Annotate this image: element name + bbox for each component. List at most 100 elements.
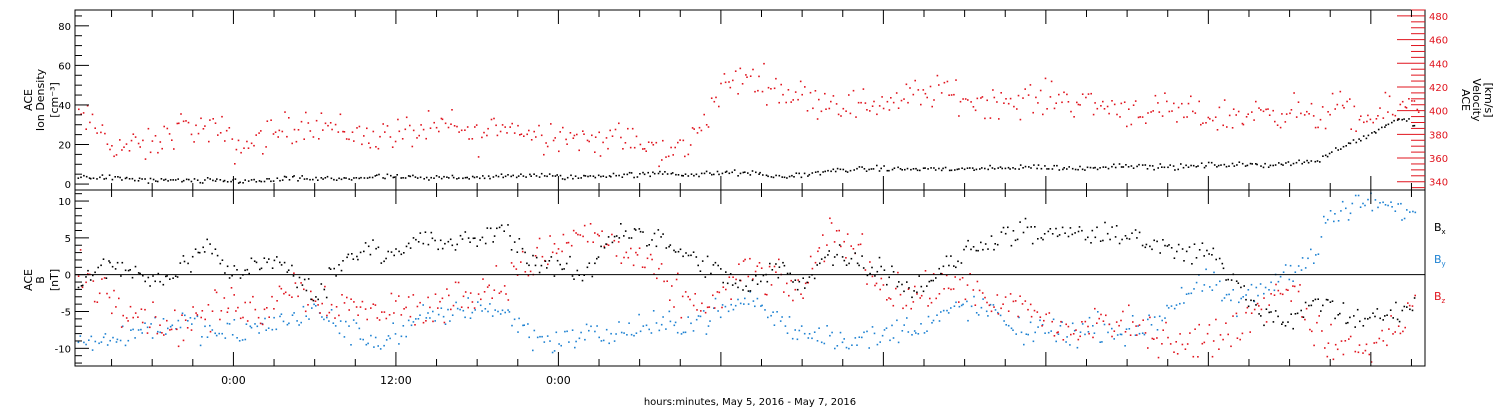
data-point-velocity <box>1349 98 1351 100</box>
data-point-By <box>313 303 315 306</box>
data-point-Bx <box>81 284 84 287</box>
data-point-velocity <box>852 89 855 92</box>
data-point-By <box>201 336 203 338</box>
data-point-Bz <box>938 293 941 295</box>
data-point-Bz <box>607 244 610 246</box>
data-point-density <box>1138 163 1140 166</box>
data-point-velocity <box>337 131 340 133</box>
data-point-Bz <box>1373 342 1375 344</box>
data-point-Bz <box>1411 305 1414 307</box>
data-point-By <box>1061 321 1063 323</box>
data-point-velocity <box>286 135 288 138</box>
data-point-density <box>535 175 538 177</box>
data-point-Bz <box>1253 308 1256 311</box>
data-point-By <box>580 331 582 334</box>
data-point-By <box>1211 289 1214 291</box>
series-velocity-points <box>78 62 1420 168</box>
data-point-By <box>920 323 922 325</box>
data-point-velocity <box>715 96 717 99</box>
data-point-Bx <box>699 270 702 272</box>
data-point-density <box>448 177 450 179</box>
data-point-density <box>1141 164 1144 166</box>
data-point-density <box>1377 128 1380 131</box>
data-point-density <box>258 180 261 182</box>
data-point-By <box>196 315 199 318</box>
data-point-Bx <box>886 283 888 286</box>
data-point-Bx <box>526 262 528 265</box>
data-point-density <box>682 175 684 177</box>
data-point-Bx <box>387 250 389 253</box>
data-point-Bx <box>111 265 114 268</box>
data-point-Bz <box>974 304 977 306</box>
data-point-Bx <box>892 271 895 273</box>
data-point-Bz <box>802 297 804 299</box>
data-point-Bx <box>390 251 393 253</box>
data-point-By <box>1073 329 1076 332</box>
data-point-velocity <box>1388 95 1391 98</box>
data-point-Bx <box>778 266 781 268</box>
data-point-Bx <box>493 235 496 237</box>
data-point-By <box>638 313 640 316</box>
data-point-density <box>1125 164 1127 166</box>
data-point-density <box>390 174 392 177</box>
data-point-Bx <box>751 279 754 282</box>
data-point-Bz <box>319 312 321 314</box>
data-point-density <box>419 176 422 179</box>
data-point-By <box>434 320 436 322</box>
data-point-velocity <box>749 75 752 77</box>
data-point-Bx <box>169 278 171 280</box>
data-point-By <box>1076 346 1079 349</box>
data-point-Bz <box>1021 303 1024 305</box>
data-point-Bz <box>450 308 452 311</box>
data-point-Bx <box>1277 315 1279 318</box>
data-point-Bx <box>657 229 660 231</box>
data-point-By <box>1088 316 1091 319</box>
data-point-By <box>856 344 858 346</box>
data-point-Bx <box>431 237 434 240</box>
data-point-density <box>517 175 520 177</box>
data-point-Bx <box>197 251 200 254</box>
data-point-Bz <box>1349 335 1352 338</box>
data-point-By <box>1179 302 1181 305</box>
data-point-density <box>1301 162 1303 165</box>
data-point-Bx <box>231 274 233 277</box>
data-point-Bz <box>427 296 429 299</box>
data-point-By <box>1116 334 1119 336</box>
data-point-Bz <box>601 230 603 232</box>
data-point-Bx <box>395 248 397 250</box>
data-point-density <box>749 174 752 176</box>
data-point-velocity <box>618 122 620 125</box>
data-point-By <box>1240 297 1242 300</box>
data-point-velocity <box>558 150 560 153</box>
data-point-velocity <box>1181 102 1183 105</box>
data-point-density <box>981 167 983 169</box>
data-point-By <box>273 316 275 319</box>
data-point-density <box>1092 167 1095 169</box>
data-point-Bz <box>617 241 620 243</box>
data-point-By <box>1320 236 1323 238</box>
data-point-velocity <box>369 146 372 149</box>
data-point-By <box>1307 257 1309 260</box>
data-point-Bz <box>1326 355 1329 358</box>
data-point-Bx <box>898 281 900 283</box>
data-point-density <box>666 173 669 175</box>
data-point-By <box>883 329 886 331</box>
data-point-Bx <box>970 248 972 251</box>
data-point-Bz <box>388 314 391 316</box>
data-point-Bz <box>1218 348 1220 350</box>
data-point-Bx <box>1312 300 1314 302</box>
data-point-By <box>699 315 702 318</box>
data-point-Bz <box>577 233 579 236</box>
data-point-By <box>199 344 202 347</box>
data-point-Bx <box>1403 305 1406 308</box>
data-point-velocity <box>1251 111 1253 113</box>
data-point-velocity <box>845 110 847 112</box>
data-point-By <box>484 308 487 310</box>
data-point-velocity <box>228 127 231 129</box>
data-point-velocity <box>1303 114 1306 116</box>
data-point-Bz <box>324 285 326 288</box>
data-point-density <box>382 177 384 179</box>
data-point-Bz <box>959 278 961 281</box>
data-point-Bx <box>903 290 905 293</box>
data-point-density <box>1355 141 1358 144</box>
